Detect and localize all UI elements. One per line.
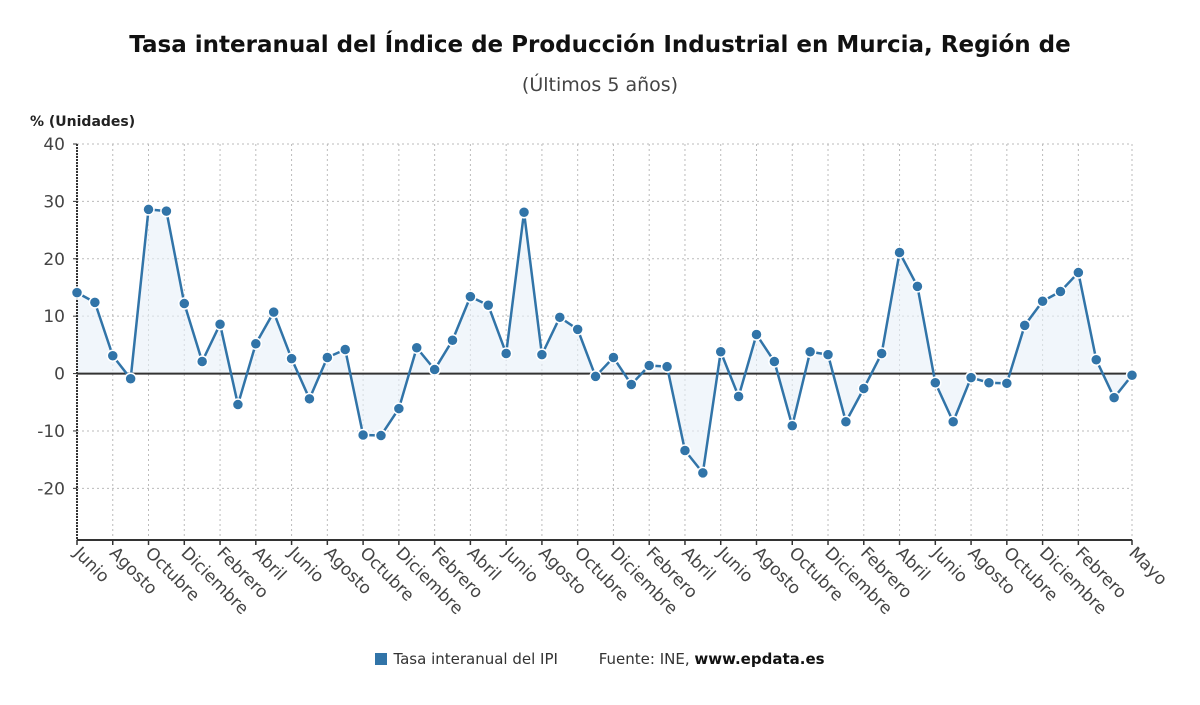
data-point [1000,377,1014,390]
data-point [142,203,155,216]
data-point [1125,369,1139,382]
data-point [321,351,334,364]
series-line [76,208,1133,475]
data-point [768,355,781,368]
y-tick-label: 40 [43,135,65,155]
data-point [88,296,102,309]
data-point [249,337,263,350]
y-tick-label: -10 [37,422,65,442]
x-tick-label: Junio [69,543,113,587]
data-point [106,349,120,363]
y-tick-label: 10 [43,307,65,327]
data-point [839,415,853,429]
y-tick-label: -20 [37,479,65,499]
data-point [678,444,692,457]
data-point [964,371,978,384]
data-point [213,317,227,331]
y-tick-label: 0 [54,365,65,385]
data-point [285,352,298,365]
source-site[interactable]: www.epdata.es [694,650,825,668]
data-point [1089,353,1103,367]
data-point [499,347,513,360]
data-point [553,311,567,324]
data-point [714,345,727,359]
data-point [70,286,84,299]
x-tick-label: Junio [283,543,327,587]
data-point [750,328,763,341]
data-point [482,299,495,312]
data-point [642,359,656,372]
data-point [911,280,924,293]
data-point [571,323,584,336]
y-tick-label: 20 [43,250,65,270]
data-point [374,429,388,442]
data-point [1072,266,1085,279]
data-point [124,372,137,385]
data-point [803,345,817,359]
data-point [160,204,173,218]
legend-series-label: Tasa interanual del IPI [393,650,558,668]
legend: Tasa interanual del IPI Fuente: INE, www… [0,650,1200,668]
data-point [356,428,370,442]
y-axis-label: % (Unidades) [30,114,136,130]
data-point [535,348,549,361]
data-point [303,392,316,406]
data-point [607,351,620,364]
data-point [410,341,423,354]
data-point [660,360,674,373]
data-point [589,370,602,383]
data-point [1018,319,1031,332]
data-point [786,419,799,433]
x-tick-label: Junio [498,543,542,587]
area-fill [77,209,1132,473]
data-point [696,466,710,480]
data-point [875,347,888,360]
y-tick-label: 30 [43,192,65,212]
data-point [428,363,441,376]
data-point [1054,285,1067,298]
data-point [821,348,835,361]
data-point [929,376,942,389]
data-point [857,382,871,395]
legend-swatch [375,653,388,665]
chart-title: Tasa interanual del Índice de Producción… [129,32,1071,58]
x-tick-label: Junio [927,543,971,587]
data-point [464,290,477,303]
data-point [231,398,245,411]
data-point [338,343,352,356]
data-point [982,376,996,389]
data-point [195,355,209,368]
data-point [267,305,280,319]
data-point [446,334,459,347]
x-tick-label: Mayo [1124,543,1170,589]
data-point [178,297,191,310]
x-tick-label: Junio [712,543,756,587]
data-point [1107,391,1121,404]
data-point [392,402,406,415]
data-point [732,390,745,403]
data-point [1036,295,1049,308]
data-point [893,246,906,259]
source-prefix: Fuente: INE, [598,650,695,668]
chart-subtitle: (Últimos 5 años) [521,74,679,96]
source-note: Fuente: INE, www.epdata.es [599,650,825,668]
data-point [625,378,638,391]
data-point [517,206,531,219]
data-point [946,415,960,429]
